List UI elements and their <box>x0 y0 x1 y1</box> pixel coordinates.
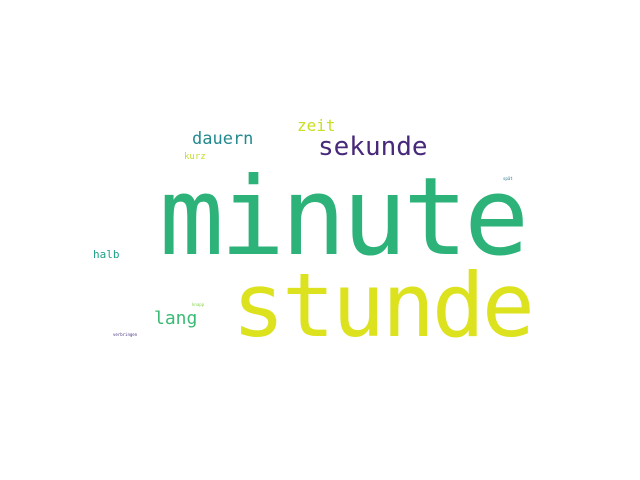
word-kurz: kurz <box>184 152 206 162</box>
word-minute: minute <box>159 155 529 280</box>
word-zeit: zeit <box>297 116 336 135</box>
word-lang: lang <box>154 308 198 329</box>
word-halb: halb <box>93 248 120 261</box>
word-sekunde: sekunde <box>318 132 428 162</box>
word-stunde: stunde <box>232 254 535 357</box>
word-tiny-a: spät <box>503 176 513 181</box>
word-dauern: dauern <box>192 129 254 149</box>
word-tiny-b: knapp <box>192 302 205 307</box>
word-tiny-c: verbringen <box>113 332 138 337</box>
